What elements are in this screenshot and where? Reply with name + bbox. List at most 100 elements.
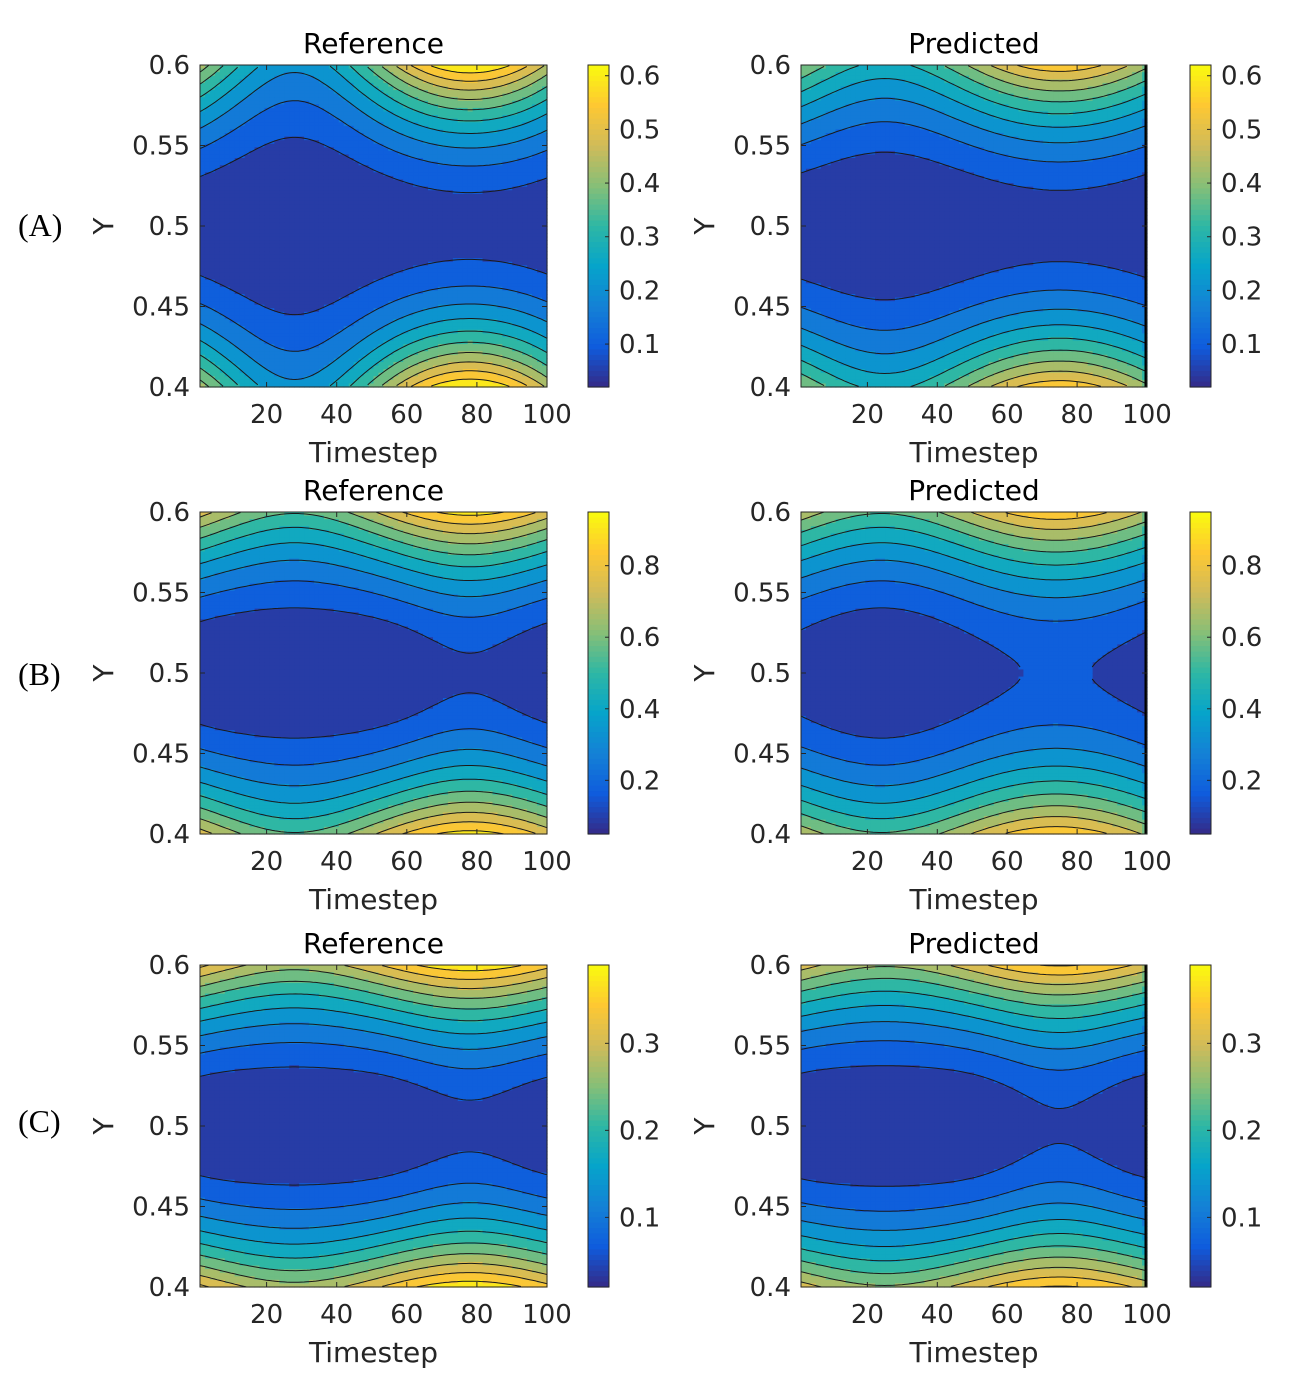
contour-cell bbox=[200, 158, 206, 162]
contour-cell bbox=[225, 137, 231, 141]
contour-cell bbox=[235, 301, 241, 305]
contour-cell bbox=[215, 287, 221, 291]
contour-cell bbox=[230, 355, 236, 359]
contour-cell bbox=[210, 172, 216, 176]
contour-cell bbox=[210, 65, 216, 69]
contour-cell bbox=[230, 222, 236, 226]
contour-cell bbox=[200, 326, 206, 330]
contour-cell bbox=[240, 240, 246, 244]
contour-cell bbox=[200, 290, 206, 294]
contour-cell bbox=[200, 319, 206, 323]
contour-cell bbox=[230, 208, 236, 212]
contour-cell bbox=[235, 247, 241, 251]
contour-cell bbox=[215, 269, 221, 273]
contour-cell bbox=[215, 233, 221, 237]
contour-cell bbox=[210, 133, 216, 137]
contour-cell bbox=[225, 276, 231, 280]
contour-cell bbox=[215, 219, 221, 223]
contour-cell bbox=[240, 273, 246, 277]
contour-cell bbox=[205, 215, 211, 219]
contour-cell bbox=[210, 147, 216, 151]
contour-cell bbox=[210, 179, 216, 183]
contour-cell bbox=[210, 115, 216, 119]
contour-cell bbox=[245, 219, 251, 223]
contour-cell bbox=[230, 283, 236, 287]
contour-cell bbox=[205, 333, 211, 337]
contour-cell bbox=[245, 226, 251, 230]
contour-cell bbox=[205, 380, 211, 384]
contour-cell bbox=[230, 187, 236, 191]
contour-cell bbox=[220, 344, 226, 348]
contour-cell bbox=[230, 247, 236, 251]
contour-cell bbox=[215, 230, 221, 234]
contour-cell bbox=[245, 112, 251, 116]
contour-cell bbox=[210, 126, 216, 130]
contour-cell bbox=[240, 251, 246, 255]
contour-cell bbox=[210, 366, 216, 370]
contour-cell bbox=[235, 112, 241, 116]
contour-cell bbox=[200, 362, 206, 366]
contour-cell bbox=[245, 201, 251, 205]
contour-cell bbox=[205, 83, 211, 87]
contour-cell bbox=[220, 358, 226, 362]
contour-cell bbox=[220, 330, 226, 334]
contour-cell bbox=[230, 251, 236, 255]
contour-cell bbox=[210, 79, 216, 83]
contour-cell bbox=[205, 101, 211, 105]
contour-cell bbox=[210, 294, 216, 298]
contour-cell bbox=[210, 237, 216, 241]
contour-cell bbox=[205, 369, 211, 373]
contour-cell bbox=[225, 158, 231, 162]
contour-cell bbox=[230, 205, 236, 209]
contour-cell bbox=[215, 358, 221, 362]
contour-cell bbox=[200, 183, 206, 187]
contour-cell bbox=[205, 126, 211, 130]
contour-cell bbox=[200, 101, 206, 105]
contour-cell bbox=[240, 280, 246, 284]
contour-cell bbox=[205, 212, 211, 216]
contour-cell bbox=[235, 369, 241, 373]
contour-cell bbox=[225, 269, 231, 273]
contour-cell bbox=[225, 226, 231, 230]
contour-cell bbox=[235, 265, 241, 269]
contour-cell bbox=[230, 179, 236, 183]
contour-cell bbox=[215, 76, 221, 80]
contour-cell bbox=[205, 112, 211, 116]
contour-cell bbox=[210, 380, 216, 384]
contour-cell bbox=[240, 83, 246, 87]
contour-cell bbox=[205, 244, 211, 248]
contour-cell bbox=[230, 144, 236, 148]
contour-cell bbox=[235, 194, 241, 198]
contour-cell bbox=[240, 119, 246, 123]
contour-cell bbox=[215, 215, 221, 219]
contour-cell bbox=[220, 183, 226, 187]
contour-cell bbox=[235, 287, 241, 291]
contour-cell bbox=[200, 119, 206, 123]
contour-cell bbox=[240, 104, 246, 108]
contour-cell bbox=[240, 315, 246, 319]
contour-cell bbox=[240, 269, 246, 273]
contour-cell bbox=[220, 255, 226, 259]
contour-cell bbox=[210, 112, 216, 116]
contour-cell bbox=[225, 104, 231, 108]
contour-cell bbox=[225, 265, 231, 269]
contour-cell bbox=[225, 344, 231, 348]
contour-cell bbox=[220, 301, 226, 305]
contour-cell bbox=[245, 247, 251, 251]
contour-cell bbox=[235, 151, 241, 155]
contour-cell bbox=[220, 251, 226, 255]
contour-cell bbox=[240, 158, 246, 162]
contour-cell bbox=[200, 129, 206, 133]
contour-cell bbox=[230, 133, 236, 137]
contour-cell bbox=[220, 298, 226, 302]
contour-cell bbox=[240, 212, 246, 216]
contour-cell bbox=[245, 194, 251, 198]
contour-cell bbox=[220, 258, 226, 262]
contour-cell bbox=[210, 240, 216, 244]
contour-cell bbox=[245, 179, 251, 183]
contour-cell bbox=[245, 140, 251, 144]
contour-cell bbox=[225, 154, 231, 158]
contour-cell bbox=[225, 219, 231, 223]
contour-cell bbox=[210, 337, 216, 341]
contour-cell bbox=[205, 190, 211, 194]
